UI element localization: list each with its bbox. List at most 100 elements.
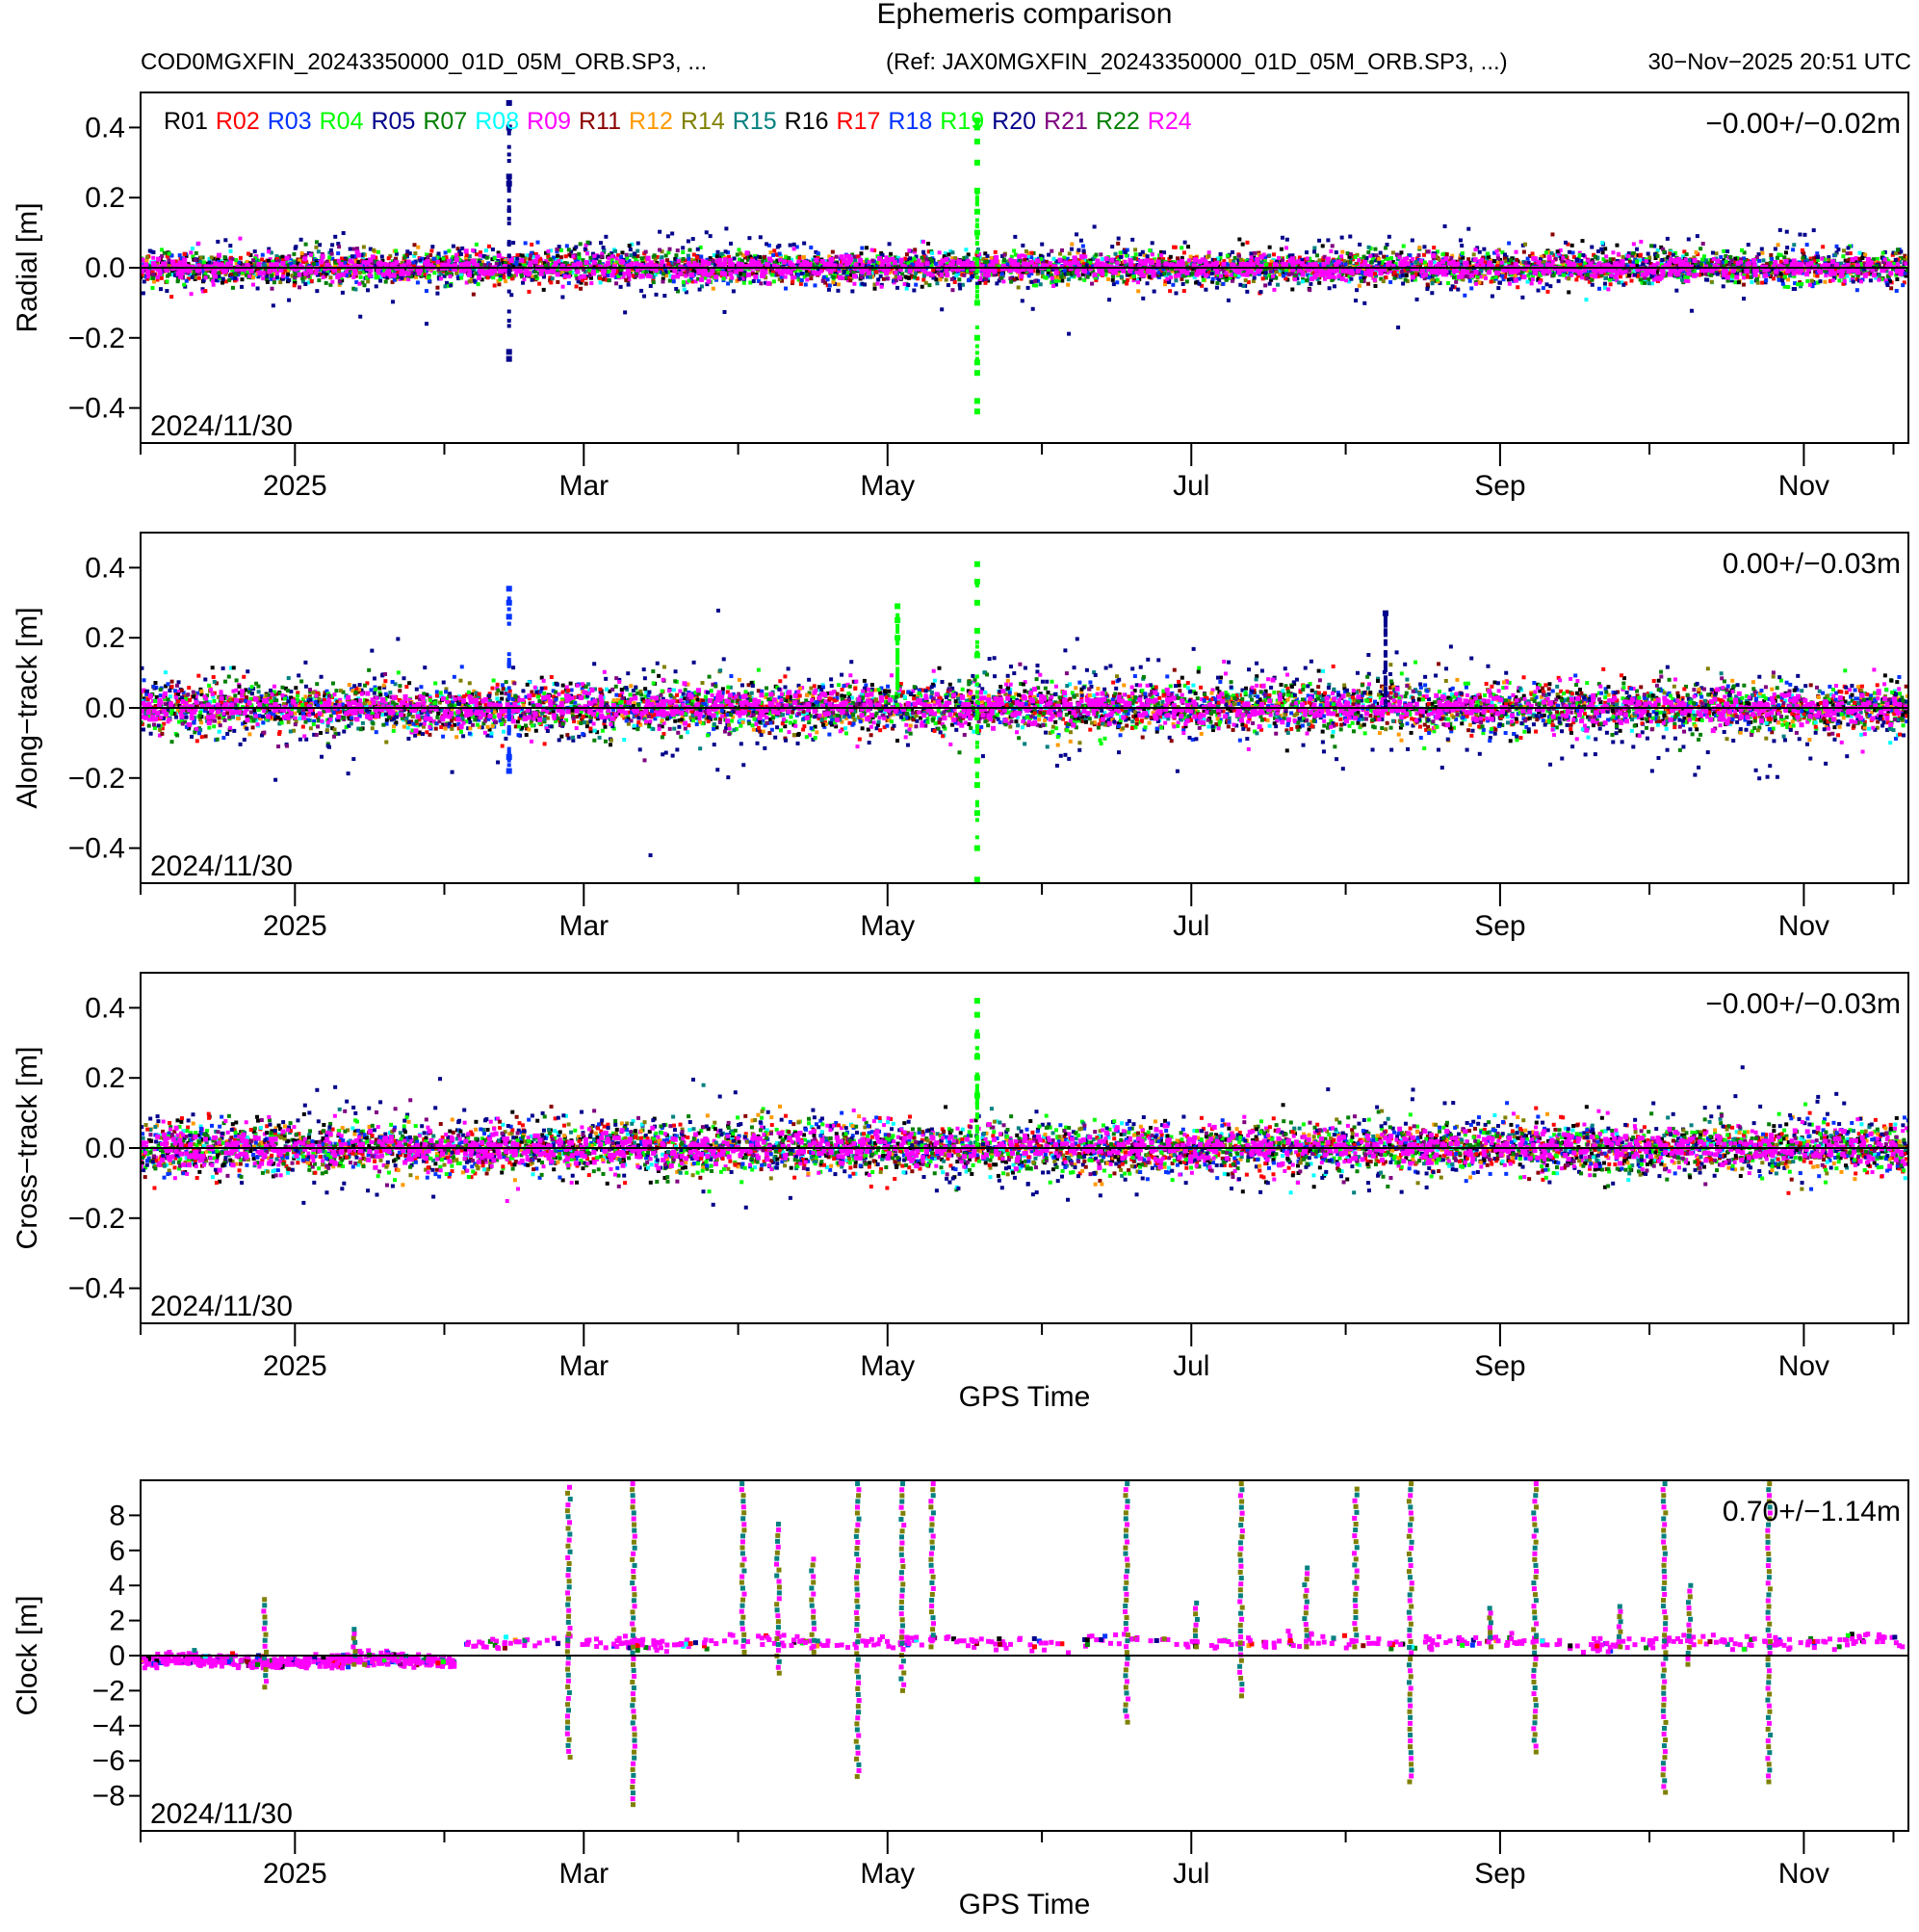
point-R05 <box>747 236 751 240</box>
point-R12 <box>1863 253 1867 257</box>
point-R14 <box>1206 254 1210 258</box>
point-R01 <box>1784 250 1788 254</box>
point-R03 <box>444 250 448 254</box>
point-R15 <box>1761 258 1765 262</box>
point-R02 <box>475 252 479 256</box>
point-R11 <box>1176 256 1180 260</box>
point-R15 <box>1259 260 1263 264</box>
point-R12 <box>144 259 148 263</box>
point-R14 <box>1058 252 1062 256</box>
point-R11 <box>1550 232 1554 236</box>
point-R05 <box>1498 281 1502 285</box>
point-R08 <box>930 251 934 255</box>
point-R05 <box>1401 282 1405 286</box>
point-R16 <box>1194 281 1198 285</box>
point-R19 <box>432 271 436 274</box>
point-R19 <box>491 275 495 279</box>
point-R14 <box>1244 278 1248 282</box>
point-R05 <box>358 315 362 319</box>
point-R18 <box>687 257 690 261</box>
point-R19 <box>742 281 746 285</box>
point-R18 <box>804 283 808 287</box>
point-R16 <box>1373 284 1377 288</box>
point-R17 <box>293 283 297 287</box>
point-R03 <box>565 244 569 248</box>
point-R18 <box>1542 286 1545 290</box>
point-R03 <box>1855 288 1859 292</box>
point-R18 <box>1597 287 1601 291</box>
point-R05 <box>1354 299 1358 302</box>
point-R18 <box>672 279 676 283</box>
point-R02 <box>1126 278 1129 282</box>
point-R05 <box>142 291 145 295</box>
point-R04 <box>1841 254 1845 258</box>
point-R07 <box>1782 255 1786 259</box>
point-R12 <box>152 279 156 283</box>
point-R16 <box>1603 247 1607 250</box>
point-R01 <box>220 281 224 285</box>
point-R02 <box>1821 245 1825 248</box>
point-R18 <box>1063 269 1067 273</box>
point-R12 <box>1189 255 1193 259</box>
point-R14 <box>1621 255 1625 259</box>
point-R05 <box>1387 235 1391 239</box>
point-R05 <box>619 285 623 289</box>
point-R05 <box>287 299 291 302</box>
point-R04 <box>1134 252 1138 256</box>
point-R05 <box>636 242 640 246</box>
point-R14 <box>366 279 370 283</box>
point-R02 <box>1772 276 1776 280</box>
point-R05 <box>1687 237 1691 241</box>
point-R18 <box>771 253 775 257</box>
point-R16 <box>267 259 271 263</box>
point-R17 <box>1801 248 1804 252</box>
point-R04 <box>681 250 685 254</box>
point-R05 <box>947 283 950 287</box>
timestamp-label: 30−Nov−2025 20:51 UTC <box>1647 49 1911 75</box>
point-R12 <box>1760 251 1764 255</box>
point-R15 <box>1878 274 1881 277</box>
point-R14 <box>314 246 318 249</box>
point-R11 <box>905 252 909 256</box>
point-R11 <box>913 248 917 251</box>
point-R18 <box>1791 248 1795 251</box>
point-R15 <box>1174 278 1178 282</box>
point-R12 <box>1776 243 1780 247</box>
point-R14 <box>1715 251 1719 255</box>
point-R19 <box>165 279 169 283</box>
point-R05 <box>216 240 220 244</box>
point-R17 <box>1373 272 1377 275</box>
point-R05 <box>1112 282 1116 286</box>
point-R18 <box>336 251 340 255</box>
point-R16 <box>286 273 290 276</box>
point-R16 <box>266 280 270 284</box>
point-R05 <box>1285 238 1289 242</box>
point-R16 <box>1556 249 1560 253</box>
point-R17 <box>1668 251 1672 255</box>
point-R14 <box>454 272 458 275</box>
point-R14 <box>468 279 472 283</box>
point-R11 <box>1522 250 1526 254</box>
point-R03 <box>425 289 428 293</box>
point-R09 <box>1820 257 1824 261</box>
point-R05 <box>1666 237 1670 241</box>
point-R05 <box>1181 282 1185 286</box>
point-R02 <box>1422 253 1426 257</box>
point-R17 <box>903 257 907 261</box>
point-R05 <box>1067 332 1071 336</box>
point-R02 <box>246 251 250 255</box>
point-R05 <box>1422 245 1426 248</box>
point-R09 <box>1824 274 1828 277</box>
point-R16 <box>521 253 525 257</box>
point-R17 <box>465 253 469 257</box>
point-R18 <box>567 281 571 285</box>
point-R14 <box>1017 285 1021 289</box>
point-R18 <box>800 278 804 282</box>
point-R19 <box>1125 253 1128 257</box>
point-R14 <box>199 256 203 260</box>
point-R14 <box>739 251 742 255</box>
point-R15 <box>1267 253 1271 257</box>
point-R19 <box>150 286 154 290</box>
point-R17 <box>486 275 490 279</box>
